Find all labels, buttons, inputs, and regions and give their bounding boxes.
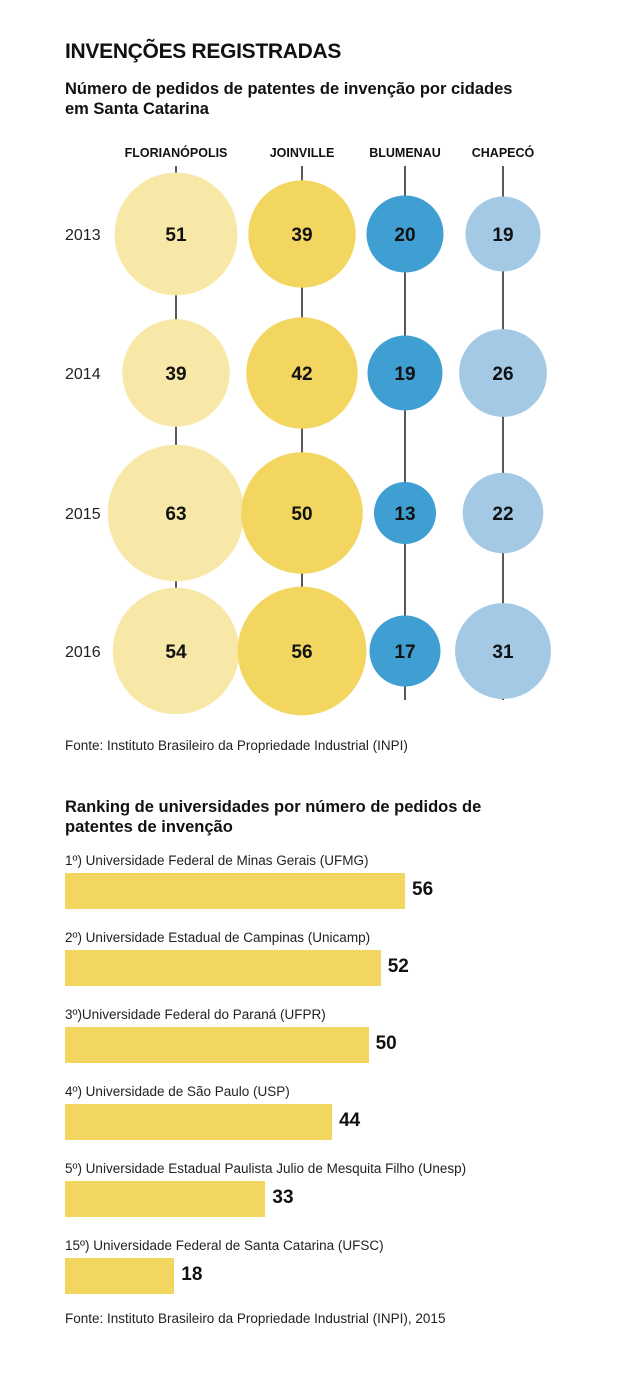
bubble-blumenau-2015 bbox=[374, 482, 436, 544]
bubble-florianopolis-2013 bbox=[114, 172, 238, 296]
ranking-value: 44 bbox=[339, 1110, 361, 1131]
bubble-chapeco-2015 bbox=[462, 472, 544, 554]
chart-title: INVENÇÕES REGISTRADAS bbox=[65, 40, 342, 63]
ranking-label: 1º) Universidade Federal de Minas Gerais… bbox=[65, 853, 369, 868]
bubble-chapeco-2016 bbox=[455, 603, 551, 699]
column-label-chapeco: CHAPECÓ bbox=[472, 145, 535, 160]
ranking-bar bbox=[65, 950, 381, 986]
year-label-2016: 2016 bbox=[65, 644, 101, 661]
bubble-chapeco-2013 bbox=[465, 196, 541, 272]
bubble-value-blumenau-2015: 13 bbox=[394, 504, 415, 525]
ranking-label: 15º) Universidade Federal de Santa Catar… bbox=[65, 1238, 384, 1253]
bubble-chart: FLORIANÓPOLIS JOINVILLE BLUMENAU CHAPECÓ201… bbox=[65, 145, 551, 716]
ranking-label: 5º) Universidade Estadual Paulista Julio… bbox=[65, 1161, 467, 1176]
ranking-value: 50 bbox=[375, 1033, 397, 1054]
ranking-value: 33 bbox=[272, 1187, 294, 1208]
ranking-bar bbox=[65, 1027, 369, 1063]
bubble-value-blumenau-2014: 19 bbox=[394, 364, 415, 385]
source-note-ranking: Fonte: Instituto Brasileiro da Proprieda… bbox=[65, 1311, 446, 1326]
bubble-joinville-2014 bbox=[246, 317, 358, 429]
bubble-value-joinville-2015: 50 bbox=[291, 504, 312, 525]
ranking-value: 18 bbox=[181, 1264, 203, 1285]
year-label-2013: 2013 bbox=[65, 227, 101, 244]
bubble-blumenau-2013 bbox=[366, 195, 444, 273]
ranking-title: Ranking de universidades por número de p… bbox=[65, 798, 482, 836]
ranking-value: 56 bbox=[412, 879, 434, 900]
ranking-bar bbox=[65, 1258, 175, 1294]
bubble-value-joinville-2016: 56 bbox=[291, 642, 312, 663]
ranking-value: 52 bbox=[387, 956, 409, 977]
ranking-bar bbox=[65, 1104, 333, 1140]
chart-subtitle: Número de pedidos de patentes de invençã… bbox=[65, 80, 513, 118]
bubble-joinville-2015 bbox=[241, 452, 363, 574]
column-label-joinville: JOINVILLE bbox=[270, 146, 335, 160]
bubble-value-florianopolis-2015: 63 bbox=[165, 504, 186, 525]
bubble-chapeco-2014 bbox=[459, 329, 547, 417]
bubble-value-blumenau-2013: 20 bbox=[394, 225, 415, 246]
bubble-value-chapeco-2013: 19 bbox=[492, 225, 513, 246]
bubble-value-joinville-2013: 39 bbox=[291, 225, 312, 246]
ranking-bar bbox=[65, 1181, 266, 1217]
bubble-value-blumenau-2016: 17 bbox=[394, 642, 415, 663]
ranking-bar bbox=[65, 873, 405, 909]
bubble-value-chapeco-2016: 31 bbox=[492, 642, 514, 663]
bubble-florianopolis-2014 bbox=[122, 319, 230, 427]
bubble-value-chapeco-2014: 26 bbox=[492, 364, 513, 385]
bubble-value-florianopolis-2016: 54 bbox=[165, 642, 187, 663]
bubble-joinville-2013 bbox=[248, 180, 356, 288]
year-label-2014: 2014 bbox=[65, 366, 101, 383]
bubble-blumenau-2014 bbox=[367, 335, 443, 411]
bubble-value-chapeco-2015: 22 bbox=[492, 504, 513, 525]
bubble-blumenau-2016 bbox=[369, 615, 441, 687]
bubble-value-florianopolis-2013: 51 bbox=[165, 225, 187, 246]
ranking-label: 3º)Universidade Federal do Paraná (UFPR) bbox=[65, 1007, 326, 1022]
bubble-florianopolis-2015 bbox=[107, 444, 245, 582]
ranking-label: 2º) Universidade Estadual de Campinas (U… bbox=[65, 930, 371, 945]
year-label-2015: 2015 bbox=[65, 506, 101, 523]
column-label-blumenau: BLUMENAU bbox=[369, 146, 441, 160]
bubble-value-joinville-2014: 42 bbox=[291, 364, 312, 385]
bubble-value-florianopolis-2014: 39 bbox=[165, 364, 186, 385]
source-note-cities: Fonte: Instituto Brasileiro da Proprieda… bbox=[65, 738, 408, 753]
column-label-florianopolis: FLORIANÓPOLIS bbox=[125, 145, 228, 160]
ranking-label: 4º) Universidade de São Paulo (USP) bbox=[65, 1084, 290, 1099]
bubble-joinville-2016 bbox=[237, 586, 367, 716]
bubble-florianopolis-2016 bbox=[112, 587, 240, 715]
